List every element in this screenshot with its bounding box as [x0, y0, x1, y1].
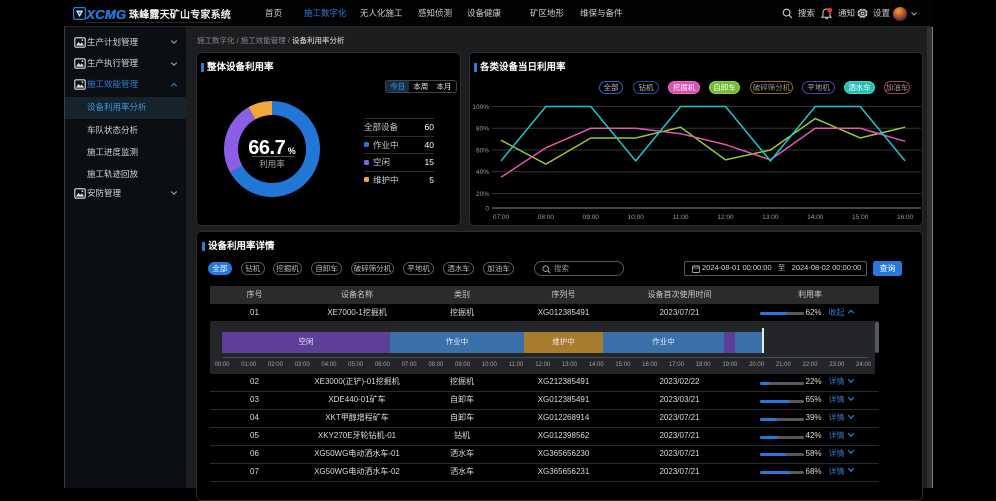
svg-text:16:00: 16:00	[897, 211, 914, 221]
svg-text:09:00: 09:00	[583, 211, 600, 221]
svg-text:12:00: 12:00	[717, 211, 734, 221]
svg-text:13:00: 13:00	[762, 211, 779, 221]
svg-text:20%: 20%	[476, 188, 489, 198]
svg-text:40%: 40%	[476, 166, 489, 176]
svg-text:0: 0	[485, 203, 489, 213]
svg-text:07:00: 07:00	[493, 211, 510, 221]
svg-text:11:00: 11:00	[673, 211, 689, 221]
svg-text:08:00: 08:00	[538, 211, 555, 221]
svg-text:10:00: 10:00	[628, 211, 645, 221]
svg-text:14:00: 14:00	[807, 211, 824, 221]
svg-text:80%: 80%	[476, 123, 489, 133]
svg-text:60%: 60%	[476, 145, 489, 155]
svg-text:100%: 100%	[472, 101, 489, 111]
svg-text:15:00: 15:00	[852, 211, 869, 221]
